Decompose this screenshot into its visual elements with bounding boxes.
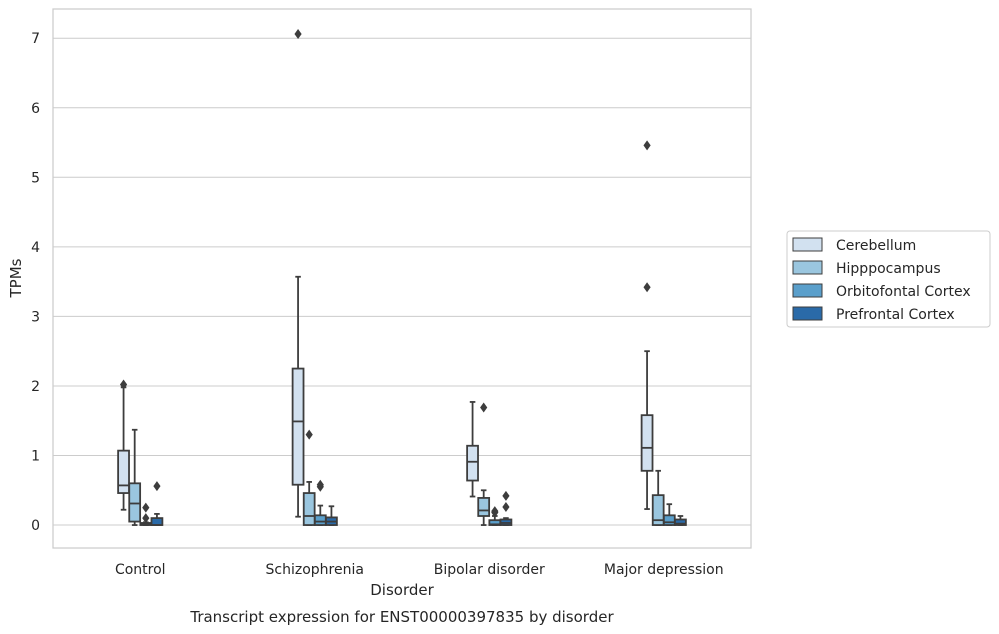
box-iqr bbox=[302, 492, 316, 526]
box-3-0 bbox=[640, 140, 654, 510]
box-iqr bbox=[150, 517, 164, 526]
legend-swatch bbox=[792, 237, 823, 252]
box-1-2 bbox=[313, 479, 327, 526]
outlier-point bbox=[142, 502, 150, 513]
box-3-2 bbox=[662, 503, 676, 526]
y-tick-label: 4 bbox=[31, 240, 40, 256]
y-tick-label: 3 bbox=[31, 309, 40, 325]
legend-label: Cerebellum bbox=[836, 238, 916, 254]
box-iqr bbox=[466, 444, 479, 482]
outlier-point bbox=[305, 429, 313, 440]
outlier-point bbox=[491, 506, 499, 517]
chart-caption: Transcript expression for ENST0000039783… bbox=[189, 608, 614, 626]
legend-swatch bbox=[792, 283, 823, 298]
box-3-3 bbox=[674, 515, 687, 526]
box-2-1 bbox=[477, 402, 491, 526]
outlier-point bbox=[119, 379, 128, 390]
box-0-1 bbox=[128, 428, 142, 526]
box-2-0 bbox=[466, 401, 479, 498]
box-1-3 bbox=[325, 505, 338, 526]
box-iqr bbox=[477, 497, 491, 517]
y-tick-labels: 0 1 2 3 4 5 6 7 bbox=[31, 31, 40, 534]
outlier-point bbox=[142, 513, 150, 524]
box-0-3 bbox=[150, 481, 164, 526]
box-iqr bbox=[117, 449, 130, 494]
gridlines bbox=[53, 37, 751, 526]
legend-label: Prefrontal Cortex bbox=[836, 307, 955, 323]
x-tick-label: Schizophrenia bbox=[266, 562, 364, 578]
box-2-2 bbox=[488, 506, 502, 526]
outlier-point bbox=[153, 481, 161, 492]
box-iqr bbox=[640, 414, 654, 472]
outlier-point bbox=[294, 29, 302, 40]
legend: Cerebellum Hipppocampus Orbitofontal Corte… bbox=[786, 230, 991, 328]
y-tick-label: 7 bbox=[31, 31, 40, 47]
x-tick-label: Bipolar disorder bbox=[434, 562, 545, 578]
x-tick-label: Control bbox=[115, 562, 166, 578]
y-tick-label: 2 bbox=[31, 379, 40, 395]
plot-frame bbox=[52, 8, 752, 549]
x-axis-label: Disorder bbox=[370, 581, 434, 599]
legend-label: Hipppocampus bbox=[836, 261, 941, 277]
legend-swatch bbox=[792, 260, 823, 275]
box-iqr bbox=[128, 482, 142, 523]
box-0-0 bbox=[117, 379, 130, 511]
x-tick-labels: Control Schizophrenia Bipolar disorder Majo… bbox=[115, 562, 724, 578]
box-iqr bbox=[674, 518, 687, 526]
legend-label: Orbitofontal Cortex bbox=[836, 284, 971, 300]
outlier-point bbox=[643, 140, 651, 151]
box-1-1 bbox=[302, 429, 316, 526]
legend-swatch bbox=[792, 306, 823, 321]
y-tick-label: 5 bbox=[31, 170, 40, 186]
box-iqr bbox=[291, 367, 305, 486]
box-iqr bbox=[313, 514, 327, 526]
box-0-2 bbox=[139, 502, 153, 526]
box-2-3 bbox=[499, 490, 513, 526]
x-tick-label: Major depression bbox=[604, 562, 724, 578]
outlier-point bbox=[316, 479, 324, 490]
legend-frame bbox=[786, 230, 991, 328]
outlier-point bbox=[502, 490, 510, 501]
outlier-point bbox=[502, 501, 510, 512]
box-iqr bbox=[651, 494, 665, 526]
box-1-0 bbox=[291, 29, 305, 518]
y-tick-label: 1 bbox=[31, 449, 40, 465]
outlier-point bbox=[480, 402, 488, 413]
box-iqr bbox=[662, 514, 676, 526]
y-axis-label: TPMs bbox=[7, 258, 25, 298]
outlier-point bbox=[643, 282, 651, 293]
y-tick-label: 6 bbox=[31, 101, 40, 117]
y-tick-label: 0 bbox=[31, 518, 40, 534]
box-3-1 bbox=[651, 469, 665, 526]
box-series bbox=[117, 29, 687, 526]
